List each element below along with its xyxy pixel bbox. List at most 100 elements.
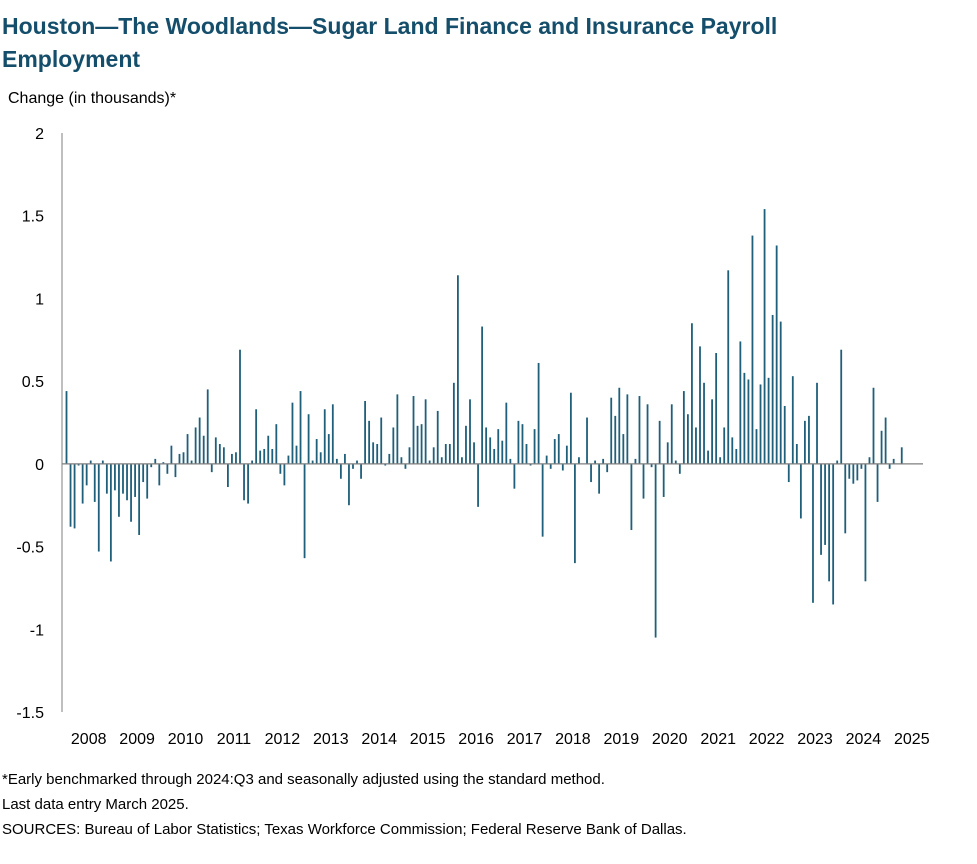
x-tick-label: 2015 xyxy=(410,731,446,748)
bar xyxy=(682,391,685,464)
bar xyxy=(384,463,387,466)
bar xyxy=(735,448,738,464)
bar xyxy=(372,442,375,464)
bar xyxy=(561,463,564,471)
footnote-note: *Early benchmarked through 2024:Q3 and s… xyxy=(2,771,605,788)
bar xyxy=(279,463,282,474)
bar xyxy=(344,453,346,464)
bar xyxy=(77,463,80,466)
bar xyxy=(553,439,556,464)
bar xyxy=(299,391,302,464)
bar xyxy=(638,396,641,464)
x-tick-label: 2017 xyxy=(507,731,543,748)
bar xyxy=(763,209,766,464)
bar xyxy=(501,440,504,464)
bar xyxy=(126,463,128,501)
bar xyxy=(586,417,588,464)
bar xyxy=(118,463,120,517)
bar xyxy=(162,462,165,464)
bar xyxy=(505,402,508,464)
bar xyxy=(642,463,645,499)
bar xyxy=(537,362,540,464)
bar xyxy=(335,458,338,464)
bar xyxy=(457,275,459,464)
x-axis-ticks: 2008 2009 2010 2011 2012 2013 2014 2015 2016 2017… xyxy=(71,731,930,748)
bar xyxy=(497,429,500,464)
bar xyxy=(610,397,613,464)
bar xyxy=(174,463,177,478)
bar xyxy=(574,463,576,564)
bar xyxy=(388,453,391,464)
bar xyxy=(832,463,835,605)
bar xyxy=(477,463,479,507)
bar xyxy=(549,463,552,469)
bar xyxy=(251,460,254,464)
y-tick-label: 1 xyxy=(35,291,44,308)
bar xyxy=(97,463,100,552)
bar xyxy=(408,447,411,464)
bar xyxy=(856,463,859,481)
bar xyxy=(533,429,536,464)
bar xyxy=(670,404,673,464)
bar xyxy=(130,463,132,522)
x-tick-label: 2013 xyxy=(313,731,349,748)
x-tick-label: 2014 xyxy=(361,731,397,748)
bar xyxy=(707,450,709,464)
bar xyxy=(396,394,399,464)
y-tick-label: 0.5 xyxy=(22,374,44,391)
bar xyxy=(412,396,415,464)
bar xyxy=(360,463,362,479)
bar xyxy=(461,457,463,464)
bar xyxy=(888,463,891,469)
bar xyxy=(816,382,818,464)
bar xyxy=(186,434,189,464)
bar xyxy=(715,353,718,464)
bar xyxy=(416,425,419,464)
bar xyxy=(569,392,572,464)
bar xyxy=(787,463,790,483)
bar xyxy=(428,460,431,464)
bar xyxy=(731,437,734,464)
bar xyxy=(872,387,875,464)
bar xyxy=(166,463,169,474)
bar xyxy=(452,382,455,464)
bar xyxy=(247,463,249,504)
bar xyxy=(739,341,742,464)
bar xyxy=(783,405,786,464)
bar xyxy=(513,463,516,489)
bar xyxy=(380,417,383,464)
bar xyxy=(259,450,262,464)
bar xyxy=(836,460,839,464)
x-tick-label: 2025 xyxy=(894,731,930,748)
bar xyxy=(517,420,520,464)
bar xyxy=(465,425,467,464)
bar xyxy=(824,463,826,545)
x-tick-label: 2019 xyxy=(604,731,640,748)
bar xyxy=(848,463,851,479)
bar xyxy=(420,424,423,464)
bar xyxy=(541,463,544,537)
bar xyxy=(618,387,621,464)
bar xyxy=(485,427,488,464)
bar xyxy=(239,349,241,464)
bar xyxy=(812,463,814,603)
bar xyxy=(860,463,863,469)
bar xyxy=(666,442,669,464)
x-tick-label: 2016 xyxy=(458,731,494,748)
bar xyxy=(319,452,322,464)
bar xyxy=(182,452,185,464)
bar xyxy=(101,460,104,464)
bar xyxy=(190,460,193,464)
bar xyxy=(315,439,318,464)
bar xyxy=(598,463,601,494)
x-tick-label: 2011 xyxy=(217,731,252,748)
bar xyxy=(521,424,524,464)
bar xyxy=(222,447,225,464)
bar xyxy=(154,458,157,464)
x-tick-label: 2023 xyxy=(797,731,833,748)
bar xyxy=(606,463,609,473)
bar xyxy=(590,463,592,483)
bar xyxy=(723,427,726,464)
bar xyxy=(267,435,270,464)
bar xyxy=(404,463,407,469)
